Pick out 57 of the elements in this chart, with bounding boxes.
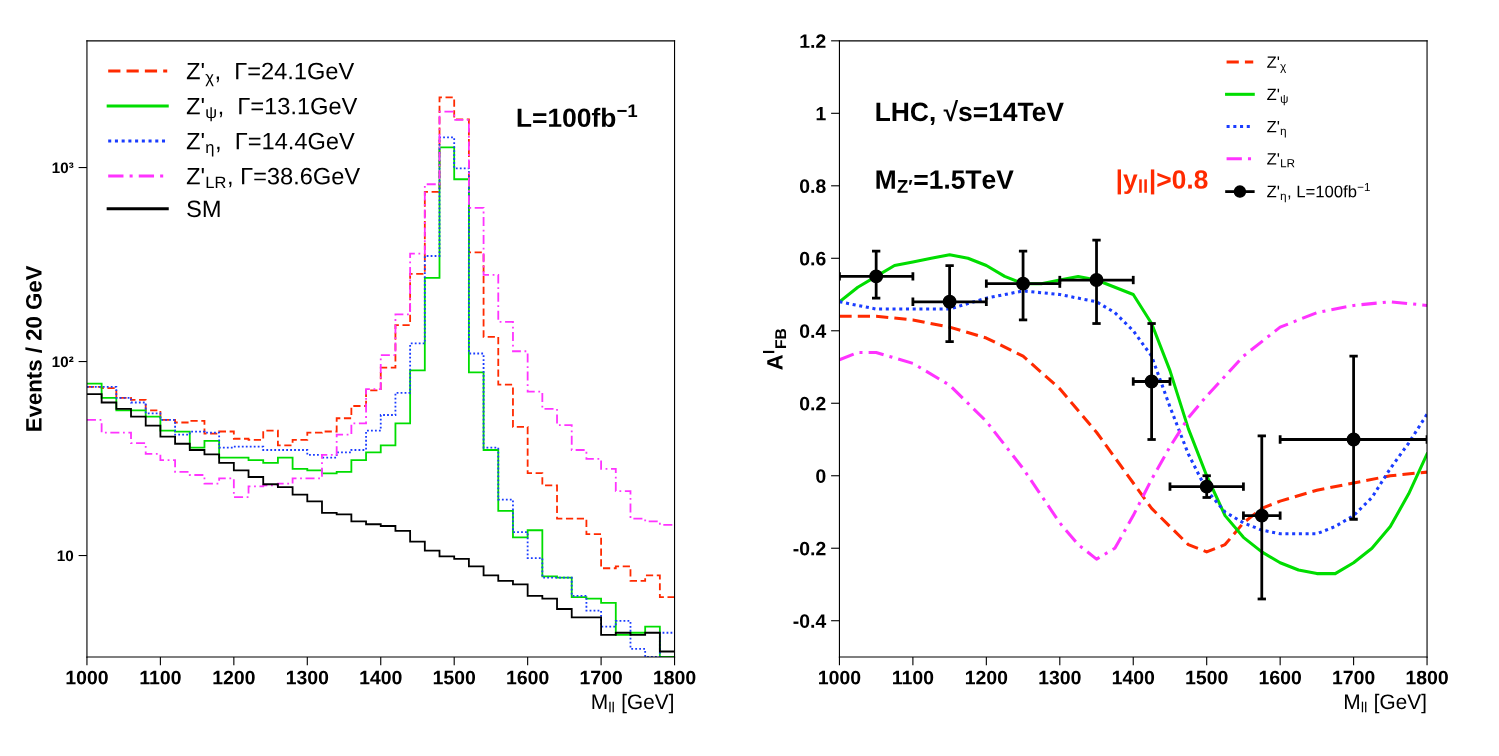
point [1144,374,1159,389]
y-tick-label: 10³ [52,162,74,174]
y-tick-label: 0.4 [799,324,827,339]
point [1346,432,1361,447]
annotation: M$_{Z′}$=1.5TeV [876,170,1014,193]
point [1089,273,1104,287]
x-tick-label: 1300 [286,670,329,685]
annotation: |y$_{ll}$|>0.8 [1117,169,1208,195]
y-tick-label: -0.2 [793,541,826,556]
legend-label: SM [187,200,220,218]
x-tick-label: 1400 [1112,670,1155,685]
legend-label: Z'$_{ψ}$ [1267,88,1288,106]
y-axis-title: A$^{l}$$_{FB}$ [763,328,787,370]
x-axis-title: M$_{ll}$ [GeV] [1345,693,1426,714]
point [1199,479,1214,494]
x-tick-label: 1700 [1333,670,1375,685]
annotation: L=100fb$^{−1}$ [517,104,638,128]
y-tick-label: 10 [57,550,74,562]
y-tick-label: 0.8 [799,179,826,194]
y-tick-label: 0.6 [799,251,826,266]
point [1016,276,1031,291]
point [942,294,957,309]
x-tick-label: 1200 [213,670,255,685]
x-tick-label: 1300 [1039,670,1081,685]
x-tick-label: 1500 [433,670,476,685]
x-tick-label: 1000 [66,670,108,685]
y-tick-label: 1.2 [800,34,826,48]
x-tick-label: 1800 [654,670,696,685]
y-tick-label: 10² [52,356,74,368]
x-tick-label: 1100 [140,670,181,685]
x-axis-title: M$_{ll}$ [GeV] [592,693,673,714]
legend-label: Z'$_{η}$, Γ=14.4GeV [186,132,355,157]
annotation: LHC, √s=14TeV [876,100,1064,126]
x-tick-label: 1800 [1406,670,1448,685]
y-axis-title: Events / 20 GeV [25,265,42,431]
legend-label: Z'$_{χ}$ [1267,56,1287,73]
y-tick-label: -0.4 [793,614,827,628]
point [1254,508,1269,523]
x-tick-label: 1500 [1186,670,1228,685]
x-tick-label: 1600 [507,670,549,685]
x-tick-label: 1100 [893,670,934,685]
legend-label: Z'$_{ψ}$, Γ=13.1GeV [186,97,358,122]
x-tick-label: 1200 [965,670,1008,685]
line-series [839,253,1428,576]
legend-label: Z'$_{η}$, L=100fb$^{−1}$ [1267,183,1370,203]
x-tick-label: 1400 [360,670,402,685]
x-tick-label: 1000 [819,670,861,685]
point [869,269,884,284]
legend-label: Z'$_{LR}$, Γ=38.6GeV [186,167,361,189]
y-tick-label: 1 [816,106,826,121]
x-tick-label: 1700 [580,670,622,685]
legend-label: Z'$_{η}$ [1267,120,1286,138]
x-tick-label: 1600 [1259,670,1301,685]
legend-label: Z'$_{χ}$, Γ=24.1GeV [186,62,355,87]
y-tick-label: 0 [816,469,826,483]
legend-label: Z'$_{LR}$ [1267,153,1295,168]
y-tick-label: 0.2 [799,396,826,411]
